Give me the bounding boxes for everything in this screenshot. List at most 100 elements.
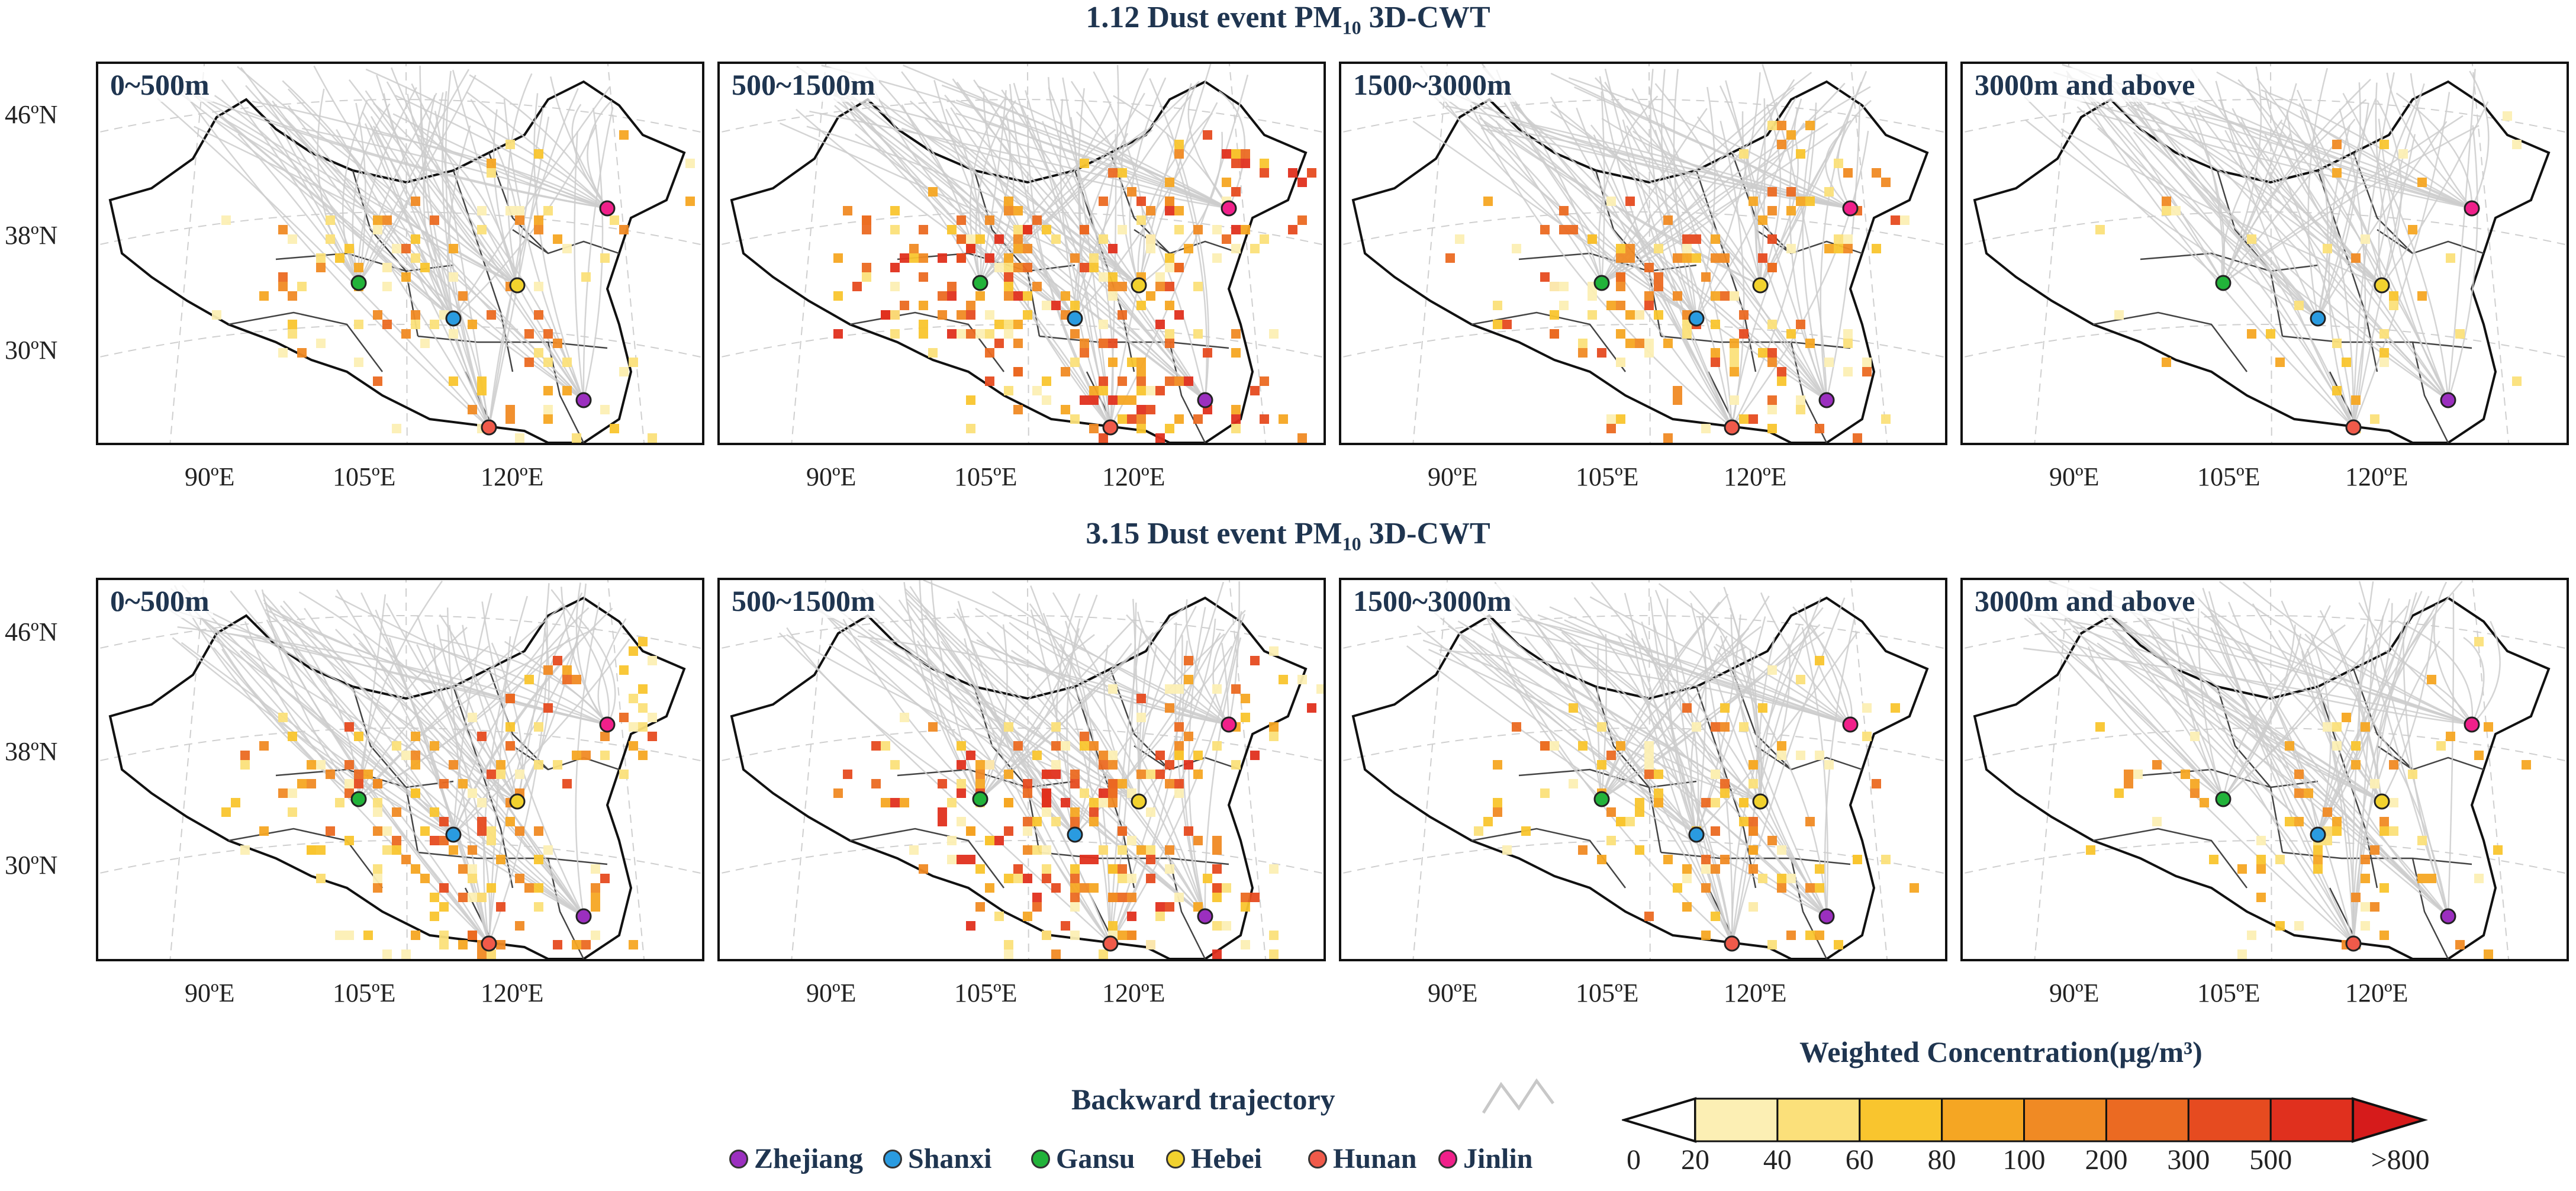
- heat-cell: [487, 883, 496, 893]
- heat-cell: [1644, 348, 1654, 358]
- heat-cell: [344, 931, 354, 940]
- heat-cell: [1644, 751, 1654, 760]
- heat-cell: [629, 722, 638, 732]
- graticule-latitude: [98, 99, 702, 133]
- heat-cell: [1118, 168, 1127, 178]
- graticule-latitude: [1341, 728, 1945, 762]
- heat-cell: [1118, 779, 1127, 788]
- trajectory-line: [2447, 125, 2478, 401]
- heat-cell: [1174, 149, 1184, 159]
- heat-cell: [1682, 902, 1692, 912]
- heat-cell: [1099, 386, 1108, 395]
- heat-cell: [1212, 883, 1222, 893]
- trajectory-line: [416, 644, 491, 944]
- trajectory-line: [452, 86, 611, 319]
- heat-cell: [1042, 301, 1051, 310]
- trajectory-line: [282, 600, 584, 917]
- heat-cell: [1174, 779, 1184, 788]
- trajectory-line: [941, 640, 1112, 944]
- heat-cell: [1635, 339, 1644, 348]
- trajectory-line: [830, 85, 1076, 320]
- heat-cell: [439, 931, 449, 940]
- heat-cell: [1146, 770, 1155, 779]
- heat-cell: [1212, 684, 1222, 694]
- heat-cell: [966, 301, 975, 310]
- trajectory-line: [1186, 599, 1230, 725]
- heat-cell: [1051, 949, 1061, 959]
- trajectory-line: [1093, 71, 1145, 286]
- trajectory-line: [352, 103, 391, 284]
- heat-cell: [543, 206, 553, 215]
- heat-cell: [648, 713, 657, 722]
- graticule-longitude: [1412, 580, 1448, 959]
- heat-cell: [1692, 253, 1701, 263]
- heat-cell: [1032, 751, 1042, 760]
- trajectory-line: [2024, 96, 2224, 284]
- heat-cell: [1108, 760, 1118, 770]
- map-canvas: [1341, 64, 1945, 443]
- trajectory-line: [850, 106, 1112, 428]
- map-panel-r1-c1: 0~500m: [96, 62, 704, 445]
- heat-cell: [524, 883, 534, 893]
- heat-cell: [1862, 703, 1872, 713]
- trajectory-line: [358, 87, 417, 284]
- heat-cell: [1834, 244, 1843, 253]
- trajectory-line: [1593, 134, 1733, 428]
- heat-cell: [1250, 386, 1260, 395]
- heat-cell: [515, 921, 524, 931]
- heat-cell: [1493, 320, 1502, 329]
- heat-cell: [1796, 405, 1805, 414]
- heat-cell: [543, 386, 553, 395]
- heat-cell: [1606, 751, 1616, 760]
- heat-cell: [1203, 874, 1212, 883]
- heat-cell: [354, 358, 363, 367]
- heat-cell: [401, 855, 411, 864]
- heat-cell: [1269, 722, 1279, 732]
- heat-cell: [2446, 732, 2455, 741]
- trajectory-line: [1070, 81, 1206, 401]
- heat-cell: [1174, 414, 1184, 424]
- trajectory-line: [2101, 96, 2224, 284]
- heat-cell: [1815, 864, 1824, 874]
- site-marker-hunan: [1102, 935, 1119, 952]
- heat-cell: [975, 779, 985, 788]
- map-canvas: [1341, 580, 1945, 959]
- lon-label: 105ºE: [954, 978, 1017, 1007]
- lon-label: 90ºE: [185, 978, 235, 1007]
- heat-cell: [2332, 817, 2342, 826]
- heat-cell: [2332, 386, 2342, 395]
- map-canvas: [1963, 580, 2567, 959]
- heat-cell: [2503, 111, 2512, 121]
- heat-cell: [1711, 253, 1720, 263]
- heat-cell: [411, 788, 420, 798]
- trajectory-line: [2352, 72, 2395, 428]
- heat-cell: [2266, 329, 2275, 339]
- heat-cell: [833, 329, 843, 339]
- heat-cell: [1720, 253, 1730, 263]
- heat-cell: [430, 320, 439, 329]
- trajectory-line: [1570, 648, 1697, 835]
- heat-cell: [288, 291, 297, 301]
- heat-cell: [1777, 376, 1786, 386]
- heat-cell: [1231, 760, 1241, 770]
- heat-cell: [449, 244, 458, 253]
- colorbar-tick-label: 500: [2249, 1144, 2292, 1176]
- heat-cell: [487, 836, 496, 845]
- heat-cell: [1663, 339, 1673, 348]
- heat-cell: [1108, 168, 1118, 178]
- heat-cell: [1701, 931, 1711, 940]
- heat-cell: [1578, 339, 1588, 348]
- heat-cell: [1872, 779, 1881, 788]
- colorbar-tick-label: 300: [2167, 1144, 2210, 1176]
- province-boundary: [1471, 828, 1626, 889]
- heat-cell: [430, 741, 439, 751]
- heat-cell: [373, 779, 382, 788]
- heat-cell: [477, 817, 487, 826]
- heat-cell: [1004, 253, 1013, 263]
- heat-cell: [1099, 949, 1108, 959]
- heat-cell: [1193, 770, 1203, 779]
- trajectory-line: [504, 640, 608, 725]
- heat-cell: [1146, 940, 1155, 949]
- heat-cell: [1004, 282, 1013, 291]
- heat-cell: [278, 272, 288, 282]
